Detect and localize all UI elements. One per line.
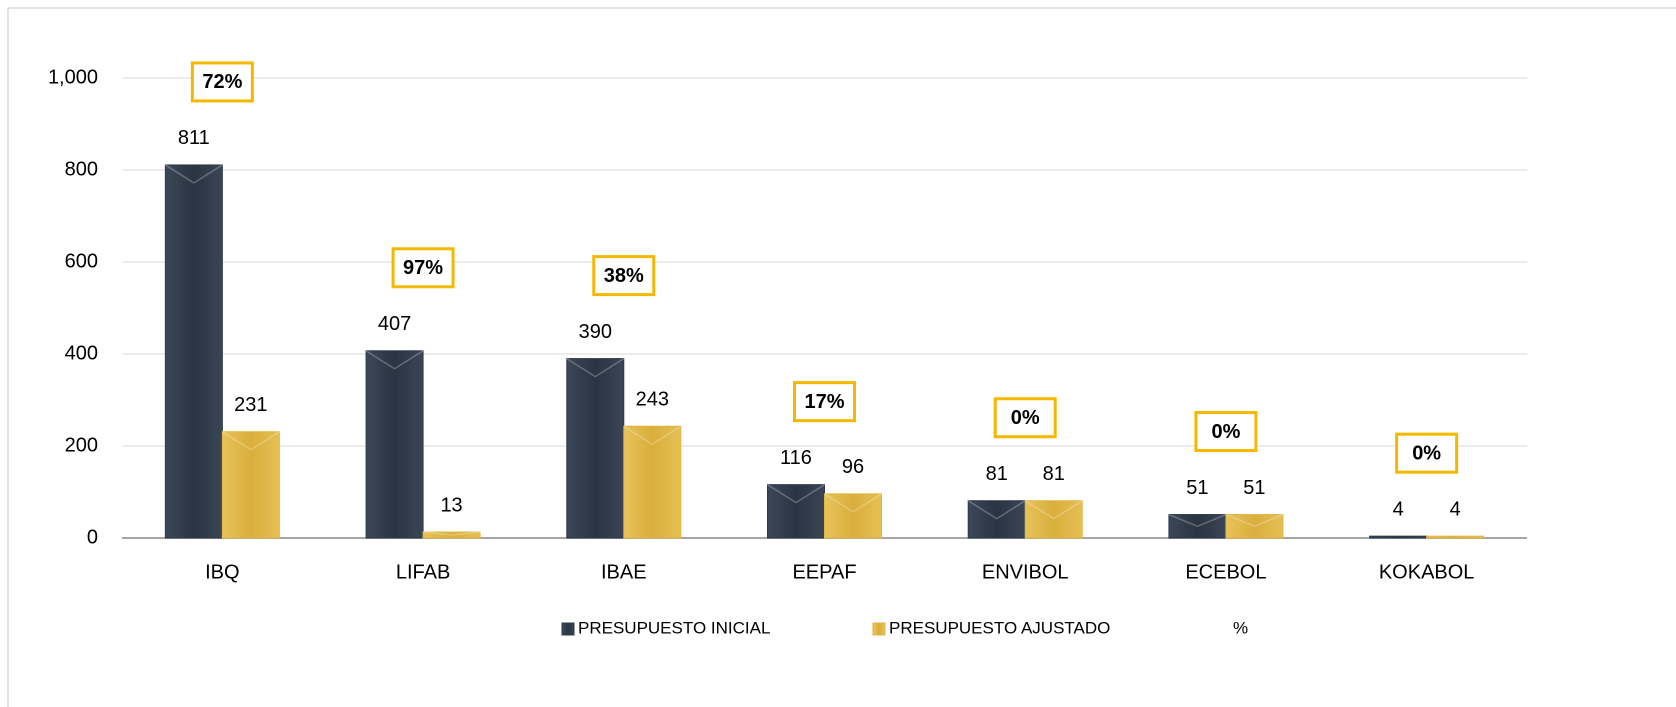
legend-swatch (872, 622, 886, 636)
data-label: 4 (1450, 498, 1461, 520)
y-tick-label: 600 (65, 250, 98, 272)
bar-bevel (566, 357, 625, 378)
data-label: 243 (636, 389, 669, 411)
percent-label: 0% (1011, 407, 1040, 429)
bar (767, 484, 825, 539)
data-label: 51 (1243, 477, 1265, 499)
y-tick-label: 400 (65, 342, 98, 364)
percent-box (190, 61, 254, 103)
legend-label: PRESUPUESTO INICIAL (578, 618, 770, 637)
x-tick-label: LIFAB (396, 561, 450, 583)
bar (221, 431, 280, 539)
bar (1024, 500, 1083, 539)
bar (365, 350, 424, 539)
x-tick-label: ENVIBOL (982, 561, 1069, 583)
data-label: 407 (378, 313, 411, 335)
legend-swatch (561, 622, 575, 636)
bar-bevel (221, 431, 280, 451)
x-tick-label: ECEBOL (1185, 561, 1266, 583)
percent-box (1395, 432, 1459, 474)
bar (422, 531, 481, 539)
y-tick-label: 1,000 (48, 66, 98, 88)
y-tick-label: 0 (87, 526, 98, 548)
percent-label: 72% (202, 71, 242, 93)
bar-bevel (967, 500, 1026, 520)
legend-label: PRESUPUESTO AJUSTADO (889, 618, 1110, 637)
bar-bevel (422, 531, 481, 536)
percent-label: 97% (403, 257, 443, 279)
x-tick-label: KOKABOL (1379, 561, 1475, 583)
data-label: 231 (234, 394, 267, 416)
percent-box (993, 397, 1057, 439)
bar (566, 358, 625, 539)
data-label: 13 (440, 494, 462, 516)
bar-bevel (164, 164, 223, 184)
bar-bevel (1168, 513, 1227, 528)
bar (967, 500, 1026, 539)
data-label: 811 (178, 127, 210, 149)
x-tick-label: IBAE (601, 561, 647, 583)
bar-bevel (1225, 513, 1284, 528)
bar (824, 493, 882, 539)
bar (164, 164, 223, 539)
percent-box (592, 255, 656, 297)
data-label: 81 (986, 463, 1008, 485)
percent-box (1194, 411, 1258, 453)
bar (623, 425, 682, 539)
bar-bevel (365, 350, 424, 370)
bar-bevel (1024, 500, 1083, 520)
percent-label: 38% (604, 265, 644, 287)
data-label: 81 (1043, 463, 1065, 485)
data-label: 96 (842, 456, 864, 478)
data-label: 51 (1186, 477, 1208, 499)
legend-label: % (1233, 618, 1248, 637)
bar-bevel (767, 484, 825, 504)
y-tick-label: 800 (65, 158, 98, 180)
bar-bevel (824, 493, 882, 513)
percent-box (793, 381, 856, 423)
bar-bevel (623, 425, 682, 446)
x-tick-label: EEPAF (792, 561, 856, 583)
data-label: 4 (1393, 498, 1404, 520)
bar (1225, 514, 1284, 539)
percent-box (391, 247, 455, 289)
bar (1426, 535, 1485, 539)
bar (1369, 535, 1428, 539)
percent-label: 0% (1412, 442, 1441, 464)
y-tick-label: 200 (65, 434, 98, 456)
percent-label: 0% (1211, 421, 1240, 443)
percent-label: 17% (804, 391, 844, 413)
x-tick-label: IBQ (205, 561, 239, 583)
data-label: 390 (579, 321, 612, 343)
data-label: 116 (780, 447, 812, 469)
